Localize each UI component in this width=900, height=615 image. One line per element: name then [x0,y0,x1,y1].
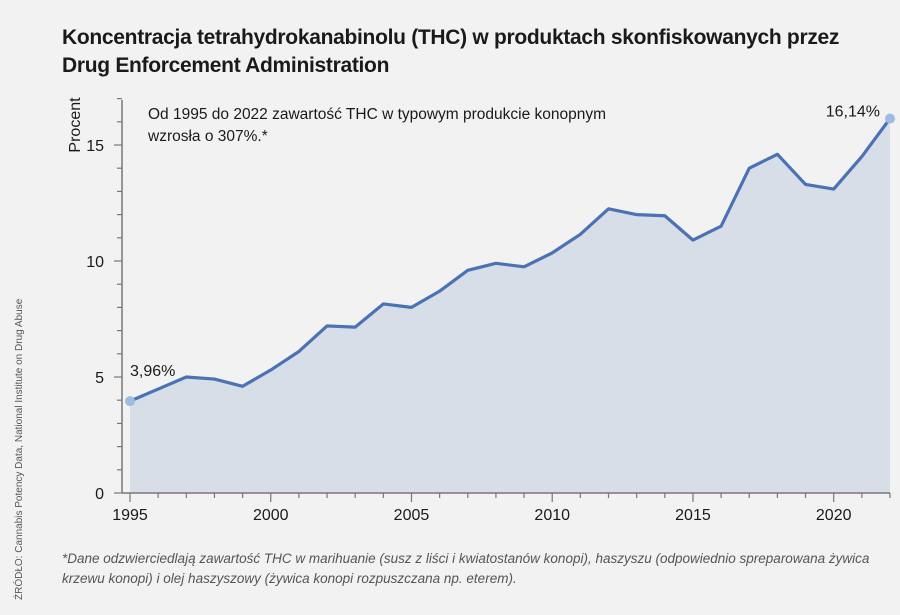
x-tick-label: 2000 [253,507,289,524]
y-tick-label: 10 [86,254,104,271]
x-tick-label: 2015 [675,507,711,524]
x-tick-label: 2020 [816,507,852,524]
footnote: *Dane odzwierciedlają zawartość THC w ma… [62,551,870,586]
x-tick-label: 1995 [112,507,148,524]
data-line [129,117,892,403]
y-tick-label: 0 [95,486,104,503]
start-annotation: 3,96% [130,363,175,380]
end-marker [885,113,895,124]
x-tick-label: 2010 [534,507,570,524]
y-tick-label: 5 [95,370,104,387]
area-fill [130,118,890,493]
source-credit: ŹRÓDŁO: Cannabis Potency Data, National … [14,298,25,600]
chart-title: Koncentracja tetrahydrokanabinolu (THC) … [62,26,840,77]
end-annotation: 16,14% [826,104,880,121]
x-tick-label: 2005 [394,507,430,524]
start-marker [125,396,135,407]
chart-note: Od 1995 do 2022 zawartość THC w typowym … [148,106,607,145]
y-tick-label: 15 [86,138,104,155]
y-axis-label: Procent [67,97,84,153]
